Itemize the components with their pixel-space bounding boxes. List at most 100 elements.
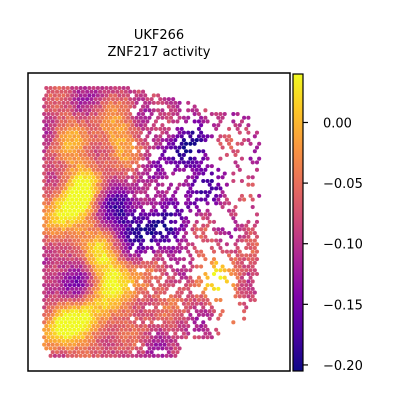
spot: [109, 183, 113, 187]
spot: [193, 328, 197, 332]
spot: [169, 101, 173, 105]
spot: [55, 157, 59, 161]
spot: [77, 172, 81, 176]
spot: [79, 183, 83, 187]
spot: [231, 209, 235, 213]
spot: [66, 160, 70, 164]
spot: [104, 272, 108, 276]
spot: [49, 257, 53, 261]
spot: [111, 186, 115, 190]
spot: [81, 276, 85, 280]
spot: [117, 153, 121, 157]
spot: [154, 179, 158, 183]
spot: [145, 186, 149, 190]
spot: [190, 183, 194, 187]
spot: [46, 172, 50, 176]
spot: [81, 298, 85, 302]
spot: [77, 268, 81, 272]
spot: [92, 108, 96, 112]
spot: [55, 350, 59, 354]
spot: [104, 168, 108, 172]
spot: [111, 194, 115, 198]
spot: [102, 112, 106, 116]
spot: [238, 168, 242, 172]
spot: [184, 164, 188, 168]
spot: [77, 231, 81, 235]
spot: [55, 119, 59, 123]
spot: [98, 276, 102, 280]
spot: [135, 302, 139, 306]
spot: [83, 309, 87, 313]
spot: [46, 305, 50, 309]
spot: [147, 175, 151, 179]
spot: [206, 194, 210, 198]
spot: [143, 331, 147, 335]
spot: [143, 116, 147, 120]
spot: [102, 238, 106, 242]
spot: [111, 261, 115, 265]
spot: [124, 231, 128, 235]
spot: [210, 246, 214, 250]
spot: [171, 157, 175, 161]
spot: [109, 220, 113, 224]
spot: [195, 220, 199, 224]
spot: [124, 246, 128, 250]
spot: [188, 134, 192, 138]
spot: [96, 212, 100, 216]
spot: [167, 305, 171, 309]
spot: [44, 265, 48, 269]
spot: [154, 142, 158, 146]
spot: [57, 279, 61, 283]
spot: [44, 279, 48, 283]
spot: [117, 309, 121, 313]
spot: [92, 101, 96, 105]
spot: [150, 298, 154, 302]
spot: [255, 250, 259, 254]
spot: [137, 149, 141, 153]
spot: [158, 328, 162, 332]
spot: [120, 157, 124, 161]
spot: [109, 339, 113, 343]
spot: [143, 123, 147, 127]
spot: [150, 283, 154, 287]
spot: [218, 201, 222, 205]
spot: [115, 119, 119, 123]
spot: [152, 287, 156, 291]
spot: [165, 354, 169, 358]
spot: [44, 190, 48, 194]
spot: [104, 116, 108, 120]
spot: [87, 279, 91, 283]
spot: [51, 283, 55, 287]
spot: [77, 194, 81, 198]
spot: [74, 138, 78, 142]
spot: [173, 257, 177, 261]
spot: [214, 186, 218, 190]
spot: [61, 123, 65, 127]
spot: [139, 331, 143, 335]
spot: [66, 227, 70, 231]
spot: [175, 291, 179, 295]
spot: [141, 142, 145, 146]
spot: [102, 172, 106, 176]
spot: [92, 279, 96, 283]
spot: [145, 261, 149, 265]
spot: [126, 123, 130, 127]
spot: [203, 309, 207, 313]
spot: [203, 235, 207, 239]
spot: [182, 220, 186, 224]
spot: [96, 294, 100, 298]
spot: [186, 205, 190, 209]
spot: [188, 209, 192, 213]
spot: [193, 179, 197, 183]
spot: [135, 227, 139, 231]
spot: [96, 354, 100, 358]
spot: [70, 145, 74, 149]
spot: [167, 350, 171, 354]
spot: [89, 201, 93, 205]
spot: [79, 175, 83, 179]
colorbar-ticks: 0.00−0.05−0.10−0.15−0.20: [303, 116, 363, 373]
spot: [64, 105, 68, 109]
spot: [104, 331, 108, 335]
spot: [163, 172, 167, 176]
spot: [145, 224, 149, 228]
